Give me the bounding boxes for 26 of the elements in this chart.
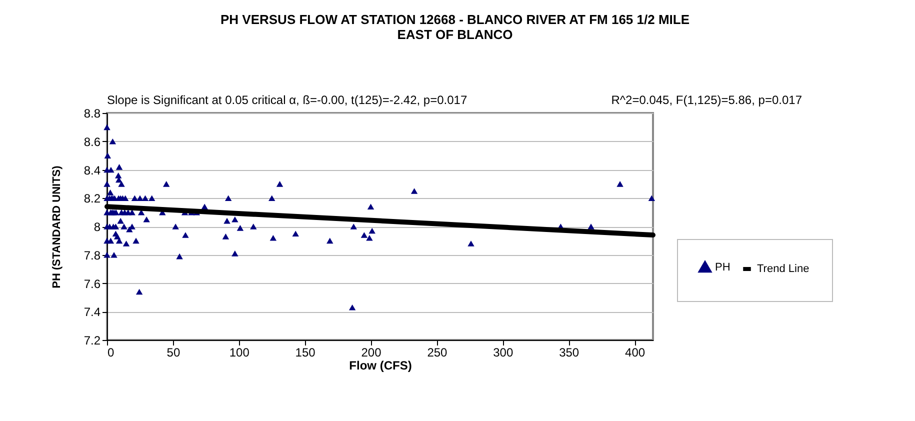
y-axis-title: PH (STANDARD UNITS) <box>50 165 63 288</box>
y-tick-label: 8.6 <box>84 134 101 149</box>
y-tick-label: 7.6 <box>84 276 101 291</box>
legend-label: Trend Line <box>757 263 810 275</box>
text: PH VERSUS FLOW AT STATION 12668 - BLANCO RIVER AT FM 165 1/2 MILE <box>220 12 690 27</box>
text: R^2=0.045, F(1,125)=5.86, p=0.017 <box>611 93 802 107</box>
y-tick-label: 8.2 <box>84 192 101 206</box>
x-tick-label: 0 <box>108 346 114 360</box>
y-tick-label: 7.2 <box>84 334 101 348</box>
x-axis-title: Flow (CFS) <box>349 358 412 372</box>
x-tick-label: 350 <box>559 346 580 360</box>
x-tick-label: 400 <box>625 346 646 360</box>
legend-label: PH <box>715 261 730 274</box>
y-tick-label: 8 <box>94 220 101 234</box>
y-tick-label: 8.4 <box>84 163 101 178</box>
x-tick-label: 50 <box>166 346 180 360</box>
text: Slope is Significant at 0.05 critical α, ß=-0.00, t(125)=-2.42, p=0.017 <box>107 93 468 107</box>
y-tick-label: 7.4 <box>84 305 101 320</box>
y-tick-label: 8.8 <box>84 106 101 120</box>
x-tick-label: 150 <box>295 346 316 360</box>
x-tick-label: 100 <box>229 346 250 360</box>
text: EAST OF BLANCO <box>397 27 513 42</box>
y-tick-label: 7.8 <box>84 248 101 262</box>
x-tick-label: 250 <box>427 346 448 360</box>
x-tick-label: 200 <box>361 346 382 360</box>
x-tick-label: 300 <box>493 346 514 360</box>
